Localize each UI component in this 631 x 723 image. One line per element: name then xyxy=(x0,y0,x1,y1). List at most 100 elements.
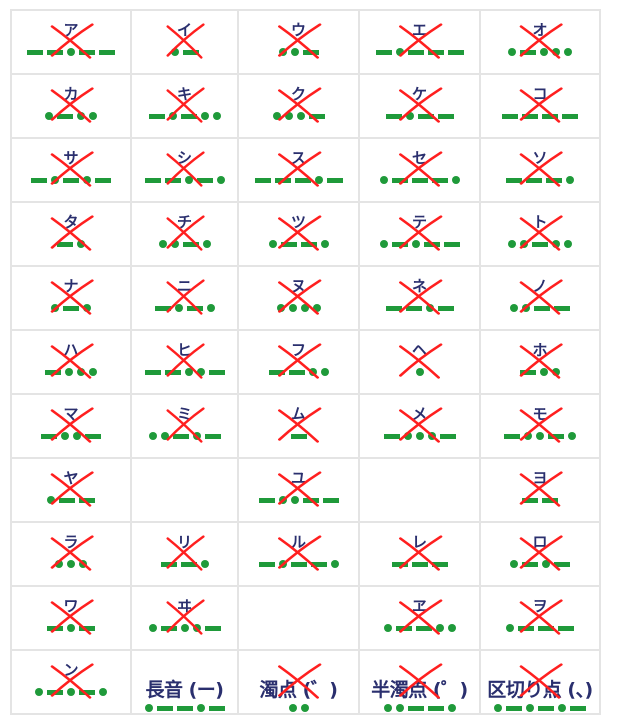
morse-dot xyxy=(290,48,299,56)
kana-label: チ xyxy=(176,213,192,231)
morse-dot xyxy=(284,112,293,120)
morse-dot xyxy=(184,368,193,376)
morse-dot xyxy=(170,240,179,248)
morse-dash xyxy=(522,561,538,567)
morse-dash xyxy=(411,177,428,183)
morse-dot xyxy=(520,240,528,248)
morse-dot xyxy=(216,176,225,184)
morse-dot xyxy=(395,48,404,56)
kana-cell: ヒ xyxy=(132,331,239,395)
morse-dash xyxy=(322,497,339,503)
kana-cell: レ xyxy=(360,523,481,587)
morse-dot xyxy=(522,304,530,312)
morse-dash xyxy=(427,705,444,711)
kana-label: リ xyxy=(176,533,192,551)
morse-code xyxy=(132,111,237,121)
morse-dash xyxy=(294,177,311,183)
morse-dot xyxy=(558,704,566,712)
morse-dash xyxy=(182,241,199,247)
morse-code xyxy=(481,47,599,57)
kana-label: ナ xyxy=(63,277,79,295)
kana-label: サ xyxy=(63,149,79,167)
kana-cell: 濁点 (゛) xyxy=(239,651,360,715)
morse-code xyxy=(132,431,237,441)
morse-code xyxy=(12,303,130,313)
morse-code xyxy=(481,239,599,249)
morse-dash xyxy=(31,177,47,183)
kana-label: レ xyxy=(411,533,427,551)
morse-dash xyxy=(395,625,412,631)
morse-dash xyxy=(258,561,275,567)
kana-cell: リ xyxy=(132,523,239,587)
kana-cell: エ xyxy=(360,11,481,75)
morse-code xyxy=(360,175,479,185)
kana-label: イ xyxy=(176,21,192,39)
morse-dash xyxy=(506,705,522,711)
morse-dash xyxy=(385,113,402,119)
morse-dash xyxy=(562,113,578,119)
kana-cell: ム xyxy=(239,395,360,459)
morse-code xyxy=(360,559,479,569)
morse-dot xyxy=(200,560,209,568)
morse-dot xyxy=(379,240,388,248)
morse-code xyxy=(481,431,599,441)
morse-dot xyxy=(403,432,412,440)
morse-dot xyxy=(67,560,75,568)
morse-dot xyxy=(564,48,572,56)
kana-cell: シ xyxy=(132,139,239,203)
kana-label: ム xyxy=(290,405,306,423)
morse-code xyxy=(481,175,599,185)
kana-cell: ケ xyxy=(360,75,481,139)
morse-dash xyxy=(302,49,319,55)
kana-cell: ア xyxy=(12,11,132,75)
morse-dash xyxy=(520,49,536,55)
morse-kana-table: ア イ ウ エ オカ キ ク ケ コサ シ ス セ ソタ チ ツ テ トナ ニ ヌ ネ ノハ ヒ フ ヘ ホマ ミ ム メ モヤ ユ ヨラ リ… xyxy=(10,9,601,715)
kana-cell: ソ xyxy=(481,139,601,203)
morse-code xyxy=(360,703,479,713)
kana-cell: ヘ xyxy=(360,331,481,395)
morse-code xyxy=(481,111,599,121)
kana-label: ル xyxy=(290,533,306,551)
morse-dot xyxy=(510,560,518,568)
morse-dash xyxy=(542,113,558,119)
morse-dash xyxy=(300,241,317,247)
morse-dot xyxy=(290,496,299,504)
kana-label: ハ xyxy=(63,341,79,359)
morse-dash xyxy=(502,113,518,119)
morse-code xyxy=(360,367,479,377)
morse-dot xyxy=(73,432,81,440)
kana-label: ア xyxy=(63,21,79,39)
kana-label: ウ xyxy=(290,21,306,39)
morse-dash xyxy=(186,305,203,311)
kana-label: ヰ xyxy=(176,597,192,615)
morse-dash xyxy=(308,113,325,119)
morse-dot xyxy=(564,240,572,248)
morse-dot xyxy=(180,624,189,632)
kana-label: ク xyxy=(290,85,306,103)
morse-code xyxy=(360,239,479,249)
morse-dash xyxy=(79,497,95,503)
morse-dot xyxy=(77,368,85,376)
morse-code xyxy=(239,47,358,57)
morse-dot xyxy=(278,48,287,56)
kana-label: ケ xyxy=(411,85,427,103)
morse-dot xyxy=(148,432,157,440)
morse-dot xyxy=(160,432,169,440)
kana-label: ヲ xyxy=(532,597,548,615)
morse-dot xyxy=(427,432,436,440)
kana-label: ニ xyxy=(176,277,192,295)
morse-dot xyxy=(296,112,305,120)
morse-dash xyxy=(427,49,444,55)
kana-cell: 半濁点 (゜) xyxy=(360,651,481,715)
morse-dash xyxy=(383,433,400,439)
morse-dot xyxy=(168,112,177,120)
kana-label: 濁点 (゛) xyxy=(259,679,338,701)
morse-dot xyxy=(67,48,75,56)
kana-label: 長音 (ー) xyxy=(145,679,224,701)
morse-dash xyxy=(570,705,586,711)
kana-label: エ xyxy=(411,21,427,39)
morse-dash xyxy=(85,433,101,439)
kana-cell: ホ xyxy=(481,331,601,395)
morse-dot xyxy=(99,688,107,696)
kana-cell: 長音 (ー) xyxy=(132,651,239,715)
